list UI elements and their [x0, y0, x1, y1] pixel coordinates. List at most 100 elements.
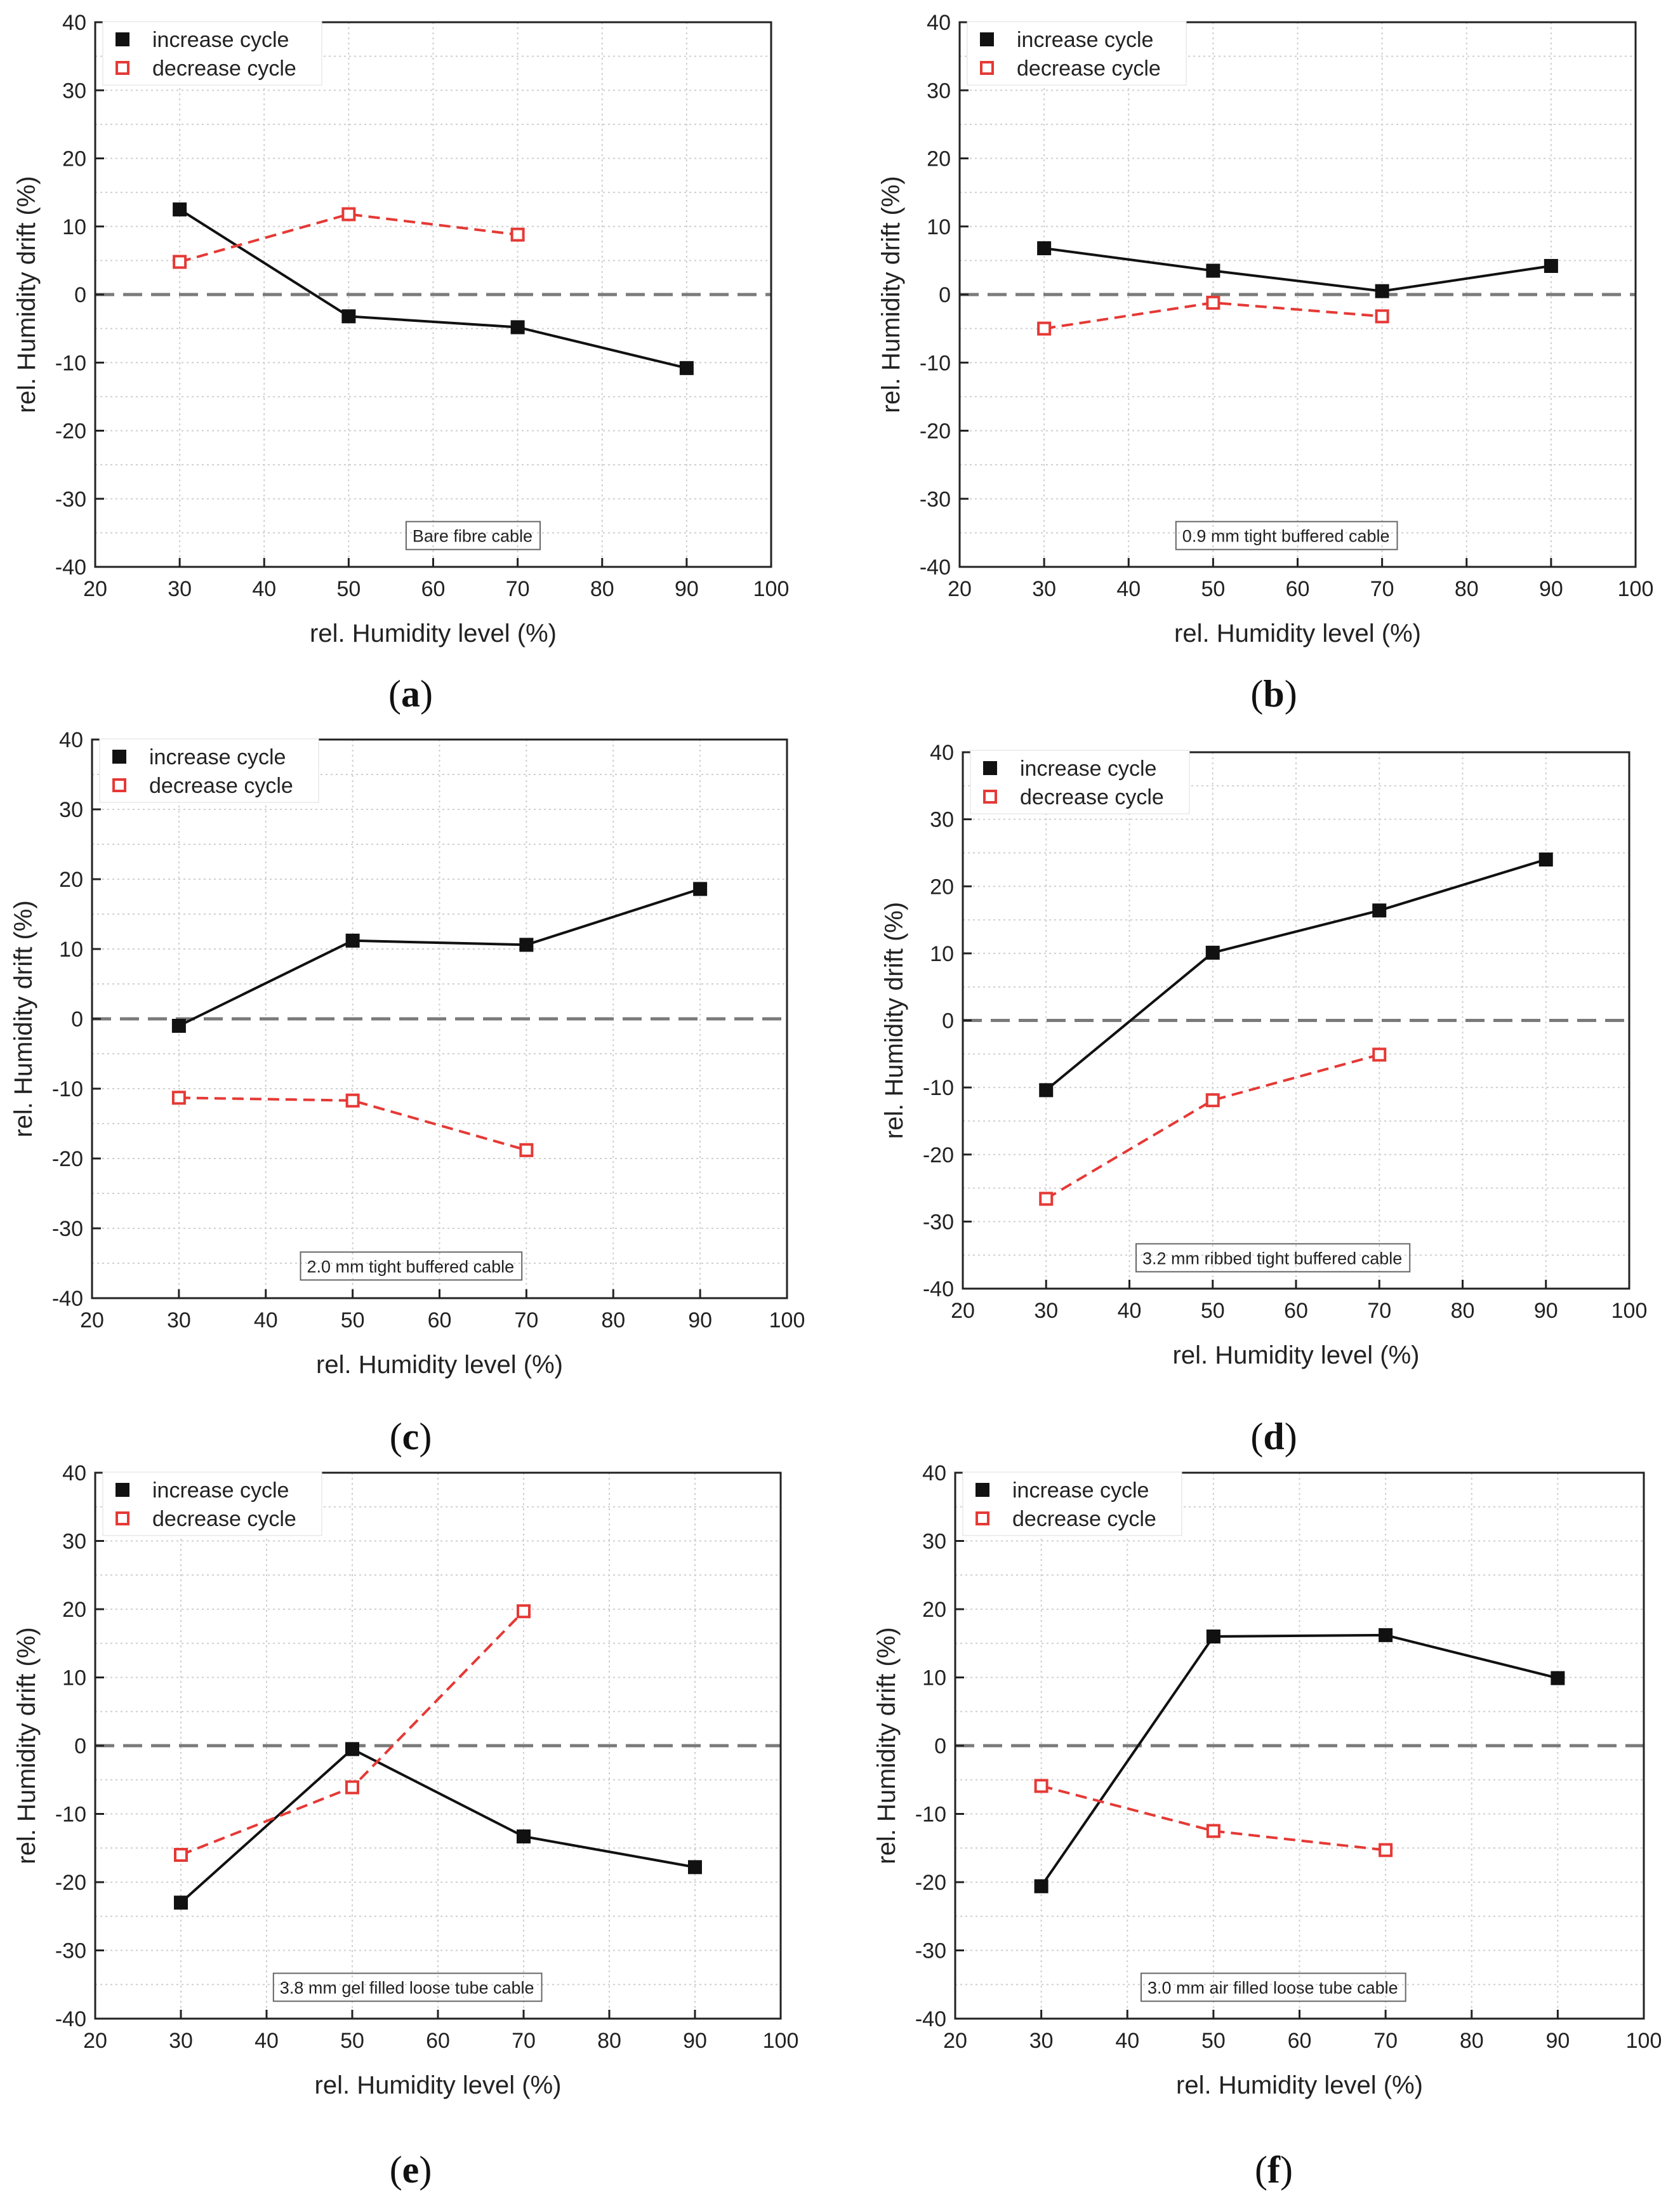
x-tick-label: 60 [1284, 1299, 1308, 1323]
legend-label-increase: increase cycle [152, 1478, 289, 1503]
x-tick-label: 20 [80, 1308, 104, 1332]
legend-label-increase: increase cycle [1012, 1478, 1149, 1503]
y-tick-label: 0 [942, 1009, 954, 1033]
data-point-increase [341, 309, 356, 324]
data-point-decrease [1206, 1824, 1220, 1838]
y-tick-label: -30 [55, 488, 86, 512]
chart-panel-f: 20 30 40 50 60 70 80 90 100 -40 -30 -20 -10 0 10 20 30 40… [873, 1461, 1662, 2191]
x-tick-label: 40 [1116, 577, 1141, 601]
panel-label: (f) [1255, 2149, 1293, 2191]
y-tick-label: 30 [930, 808, 954, 832]
legend-label-decrease: decrease cycle [152, 1507, 296, 1531]
y-axis-title: rel. Humidity drift (%) [873, 1627, 901, 1864]
legend-box [102, 1471, 322, 1536]
legend-marker-increase [116, 32, 129, 46]
legend-marker-decrease [976, 1511, 989, 1525]
x-tick-label: 20 [943, 2029, 967, 2053]
x-tick-label: 50 [1201, 577, 1225, 601]
data-point-increase [1538, 853, 1553, 866]
data-point-increase [345, 1742, 359, 1756]
x-tick-label: 60 [421, 577, 446, 601]
cable-type-label: 3.8 mm gel filled loose tube cable [280, 1979, 534, 1998]
y-tick-label: 10 [59, 938, 83, 962]
y-tick-label: -30 [915, 1939, 946, 1963]
panel-label-open: ( [1250, 1416, 1263, 1457]
x-axis-title: rel. Humidity level (%) [315, 2071, 562, 2099]
panel-label-letter: f [1267, 2149, 1281, 2191]
y-tick-label: 10 [930, 942, 954, 966]
legend-marker-decrease [980, 61, 994, 75]
legend-marker-increase [983, 761, 997, 775]
series-line-decrease [179, 213, 518, 263]
y-tick-label: -40 [52, 1287, 83, 1311]
x-tick-label: 80 [1451, 1299, 1475, 1323]
legend-label-decrease: decrease cycle [1020, 785, 1164, 809]
x-tick-label: 50 [1201, 2029, 1226, 2053]
x-tick-label: 100 [763, 2029, 799, 2053]
cable-type-box [1135, 1243, 1411, 1273]
data-point-increase [1034, 1879, 1048, 1894]
y-tick-label: 10 [62, 215, 86, 239]
y-tick-label: -30 [923, 1210, 954, 1234]
x-tick-label: 40 [1118, 1299, 1142, 1323]
y-tick-label: -30 [920, 488, 951, 512]
data-point-decrease [345, 1093, 360, 1108]
data-point-increase [1206, 263, 1220, 278]
x-tick-label: 30 [167, 1308, 191, 1332]
x-axis-title: rel. Humidity level (%) [1173, 1341, 1420, 1369]
x-tick-label: 30 [1029, 2029, 1054, 2053]
panel-label: (e) [390, 2149, 432, 2191]
x-tick-label: 20 [83, 577, 107, 601]
y-tick-label: -10 [55, 1803, 86, 1827]
data-point-decrease [510, 227, 525, 242]
y-tick-label: -20 [55, 420, 86, 444]
panel-label: (a) [388, 673, 433, 715]
x-tick-label: 40 [255, 2029, 279, 2053]
y-tick-label: -20 [55, 1871, 86, 1895]
y-tick-label: 20 [930, 875, 954, 899]
legend-marker-increase [976, 1483, 989, 1497]
cable-type-label: 0.9 mm tight buffered cable [1182, 527, 1390, 546]
x-tick-label: 60 [426, 2029, 450, 2053]
y-axis-title: rel. Humidity drift (%) [880, 902, 908, 1139]
x-tick-label: 20 [83, 2029, 107, 2053]
data-point-increase [1037, 241, 1052, 256]
data-point-decrease [171, 1091, 186, 1105]
series-line-decrease [178, 1096, 527, 1152]
cable-type-box [405, 521, 541, 550]
x-tick-label: 60 [1286, 577, 1310, 601]
y-tick-label: 10 [922, 1666, 946, 1690]
y-tick-label: -20 [915, 1871, 946, 1895]
x-tick-label: 80 [590, 577, 614, 601]
y-tick-label: -10 [923, 1076, 954, 1100]
panel-label-open: ( [388, 673, 401, 715]
data-point-increase [517, 1829, 531, 1843]
x-tick-label: 70 [514, 1308, 538, 1332]
x-tick-label: 40 [254, 1308, 278, 1332]
x-tick-label: 80 [601, 1308, 625, 1332]
y-tick-label: 20 [62, 147, 86, 171]
panel-label-open: ( [390, 2149, 402, 2191]
x-tick-label: 50 [336, 577, 360, 601]
data-point-decrease [1205, 1093, 1220, 1108]
data-point-increase [173, 202, 187, 216]
legend-box [99, 738, 319, 803]
data-point-decrease [1034, 1779, 1048, 1793]
x-tick-label: 90 [675, 577, 699, 601]
x-tick-label: 60 [428, 1308, 452, 1332]
legend-label-decrease: decrease cycle [1012, 1507, 1156, 1531]
legend-marker-increase [116, 1483, 129, 1497]
legend-marker-decrease [116, 61, 129, 75]
panel-label-letter: b [1263, 673, 1284, 715]
y-tick-label: 30 [62, 79, 86, 103]
panel-label-letter: e [402, 2149, 420, 2191]
panel-label-letter: a [401, 673, 420, 715]
legend-marker-decrease [112, 778, 126, 792]
y-tick-label: 40 [62, 1461, 86, 1485]
chart-panel-a: 20 30 40 50 60 70 80 90 100 -40 -30 -20 -10 0 10 20 30 40… [13, 11, 789, 715]
y-tick-label: -40 [55, 555, 86, 580]
y-axis-title: rel. Humidity drift (%) [13, 1627, 41, 1864]
series-line-increase [1043, 247, 1552, 293]
x-tick-label: 100 [1611, 1299, 1648, 1323]
legend-label-increase: increase cycle [149, 745, 286, 769]
